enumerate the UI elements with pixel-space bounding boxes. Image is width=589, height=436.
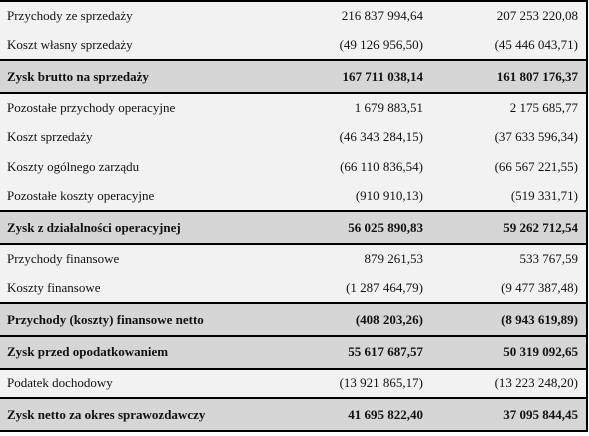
current-period-value: 879 261,53	[364, 251, 424, 267]
current-period-value: 167 711 038,14	[278, 59, 428, 94]
table-row: Koszty ogólnego zarządu (66 110 836,54) …	[0, 152, 588, 182]
current-period-value: (910 910,13)	[355, 188, 423, 204]
row-label: Pozostałe koszty operacyjne	[7, 188, 155, 204]
previous-period-value: (37 633 596,34)	[428, 122, 588, 153]
table-row: Pozostałe koszty operacyjne (910 910,13)…	[0, 181, 588, 212]
row-label: Zysk netto za okres sprawozdawczy	[0, 397, 278, 432]
row-label: Koszt własny sprzedaży	[7, 36, 133, 52]
current-period-value: (46 343 284,15)	[339, 129, 423, 145]
row-label: Koszty ogólnego zarządu	[7, 158, 140, 174]
current-period-value: 55 617 687,57	[278, 334, 428, 370]
current-period-value: 56 025 890,83	[278, 210, 428, 245]
current-period-value: 41 695 822,40	[278, 397, 428, 432]
table-row: Koszty finansowe (1 287 464,79) (9 477 3…	[0, 273, 588, 304]
previous-period-value: (8 943 619,89)	[428, 302, 588, 337]
previous-period-value: (45 446 043,71)	[428, 30, 588, 61]
subtotal-row: Zysk brutto na sprzedaży 167 711 038,14 …	[0, 59, 588, 94]
previous-period-value: 50 319 092,65	[428, 334, 588, 370]
table-row: Koszt własny sprzedaży (49 126 956,50) (…	[0, 30, 588, 61]
row-label: Przychody (koszty) finansowe netto	[0, 302, 278, 337]
current-period-value: 1 679 883,51	[354, 100, 423, 116]
previous-period-value: 207 253 220,08	[428, 0, 588, 31]
table-row: Podatek dochodowy (13 921 865,17) (13 22…	[0, 368, 588, 399]
row-label: Podatek dochodowy	[7, 375, 113, 391]
current-period-value: (66 110 836,54)	[340, 158, 423, 174]
subtotal-row: Zysk przed opodatkowaniem 55 617 687,57 …	[0, 334, 588, 370]
row-label: Zysk przed opodatkowaniem	[0, 334, 278, 370]
previous-period-value: 161 807 176,37	[428, 59, 588, 94]
row-label: Pozostałe przychody operacyjne	[7, 100, 176, 116]
previous-period-value: 533 767,59	[428, 244, 588, 274]
previous-period-value: (13 223 248,20)	[428, 368, 588, 399]
current-period-value: (1 287 464,79)	[346, 279, 423, 295]
previous-period-value: (9 477 387,48)	[428, 273, 588, 304]
table-row: Przychody finansowe 879 261,53 533 767,5…	[0, 244, 588, 274]
row-label: Koszty finansowe	[7, 279, 101, 295]
previous-period-value: (66 567 221,55)	[428, 152, 588, 182]
row-label: Koszt sprzedaży	[7, 129, 93, 145]
net-profit-row: Zysk netto za okres sprawozdawczy 41 695…	[0, 397, 588, 432]
current-period-value: (13 921 865,17)	[339, 375, 423, 391]
previous-period-value: (519 331,71)	[428, 181, 588, 212]
row-label: Przychody finansowe	[7, 251, 120, 267]
row-label: Zysk z działalności operacyjnej	[0, 210, 278, 245]
table-row: Przychody ze sprzedaży 216 837 994,64 20…	[0, 0, 588, 31]
current-period-value: (49 126 956,50)	[339, 36, 423, 52]
current-period-value: (408 203,26)	[278, 302, 428, 337]
row-label: Przychody ze sprzedaży	[0, 0, 278, 31]
subtotal-row: Zysk z działalności operacyjnej 56 025 8…	[0, 210, 588, 245]
table-row: Pozostałe przychody operacyjne 1 679 883…	[0, 92, 588, 123]
previous-period-value: 37 095 844,45	[428, 397, 588, 432]
previous-period-value: 59 262 712,54	[428, 210, 588, 245]
current-period-value: 216 837 994,64	[278, 0, 428, 31]
subtotal-row: Przychody (koszty) finansowe netto (408 …	[0, 302, 588, 337]
row-label: Zysk brutto na sprzedaży	[0, 59, 278, 94]
table-row: Koszt sprzedaży (46 343 284,15) (37 633 …	[0, 122, 588, 153]
previous-period-value: 2 175 685,77	[428, 92, 588, 123]
